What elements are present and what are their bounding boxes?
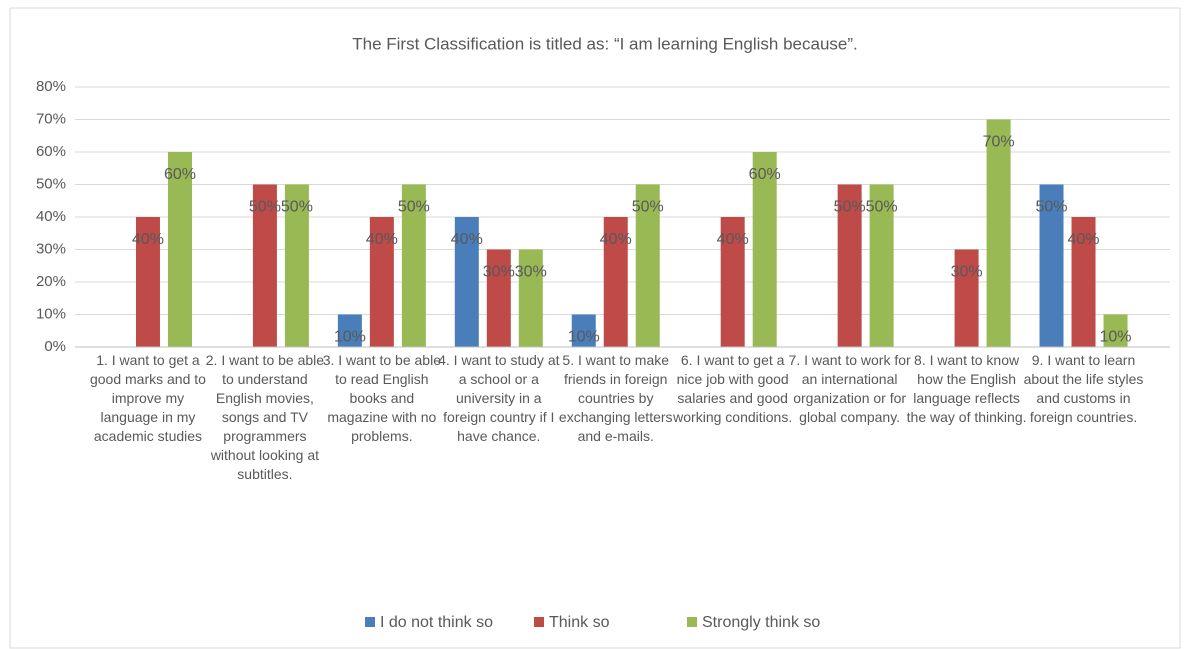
data-label: 50%	[866, 199, 898, 216]
x-tick-label: 4. I want to study at a school or a univ…	[438, 352, 560, 444]
bar	[252, 184, 277, 347]
data-label: 30%	[483, 264, 515, 281]
data-label: 10%	[334, 329, 366, 346]
x-tick-label-box: 5. I want to make friends in foreign cou…	[558, 352, 673, 444]
y-tick-label: 40%	[36, 208, 66, 225]
x-tick-label: 8. I want to know how the English langua…	[906, 352, 1027, 425]
y-tick-label: 0%	[44, 338, 66, 355]
data-label: 60%	[749, 166, 781, 183]
bar	[635, 184, 660, 347]
bar	[1103, 314, 1128, 347]
data-label: 40%	[132, 231, 164, 248]
data-label: 10%	[568, 329, 600, 346]
bar	[1071, 217, 1096, 347]
x-tick-label-box: 6. I want to get a nice job with good sa…	[673, 352, 793, 425]
bar	[720, 217, 745, 347]
bar	[337, 314, 362, 347]
data-label: 40%	[717, 231, 749, 248]
bar	[571, 314, 596, 347]
bar	[486, 249, 511, 347]
bar	[454, 217, 479, 347]
legend-swatch	[687, 617, 697, 627]
x-tick-label: 1. I want to get a good marks and to imp…	[89, 352, 206, 444]
legend-label: Strongly think so	[702, 614, 820, 631]
x-tick-label-box: 7. I want to work for an international o…	[788, 352, 911, 425]
x-tick-label: 6. I want to get a nice job with good sa…	[673, 352, 793, 425]
x-tick-label-box: 1. I want to get a good marks and to imp…	[89, 352, 206, 444]
x-tick-label: 9. I want to learn about the life styles…	[1023, 352, 1144, 425]
legend-label: Think so	[549, 614, 610, 631]
data-label: 50%	[1036, 199, 1068, 216]
data-label: 40%	[600, 231, 632, 248]
y-tick-label: 10%	[36, 305, 66, 322]
y-tick-label: 70%	[36, 110, 66, 127]
data-label: 50%	[632, 199, 664, 216]
bar	[986, 119, 1011, 347]
x-tick-label: 5. I want to make friends in foreign cou…	[558, 352, 673, 444]
y-tick-label: 50%	[36, 175, 66, 192]
x-tick-label-box: 4. I want to study at a school or a univ…	[438, 352, 560, 444]
bar	[1039, 184, 1064, 347]
bar	[401, 184, 426, 347]
x-tick-label-box: 3. I want to be able to read English boo…	[322, 352, 441, 444]
data-label: 60%	[164, 166, 196, 183]
bar	[284, 184, 309, 347]
y-tick-label: 30%	[36, 240, 66, 257]
bar	[603, 217, 628, 347]
data-label: 40%	[1068, 231, 1100, 248]
bar	[518, 249, 543, 347]
data-label: 50%	[281, 199, 313, 216]
x-tick-label-box: 8. I want to know how the English langua…	[906, 352, 1027, 425]
y-tick-label: 80%	[36, 78, 66, 95]
bar	[167, 152, 192, 347]
data-label: 30%	[515, 264, 547, 281]
data-label: 30%	[951, 264, 983, 281]
bar	[869, 184, 894, 347]
data-label: 50%	[398, 199, 430, 216]
bar	[954, 249, 979, 347]
data-label: 70%	[983, 134, 1015, 151]
data-label: 10%	[1100, 329, 1132, 346]
bar	[752, 152, 777, 347]
data-label: 40%	[366, 231, 398, 248]
data-label: 50%	[249, 199, 281, 216]
y-tick-label: 20%	[36, 273, 66, 290]
y-tick-label: 60%	[36, 143, 66, 160]
x-tick-label-box: 2. I want to be able to understand Engli…	[205, 352, 325, 482]
legend-swatch	[365, 617, 375, 627]
data-label: 40%	[451, 231, 483, 248]
legend-swatch	[534, 617, 544, 627]
bar	[135, 217, 160, 347]
chart-title: The First Classification is titled as: “…	[352, 34, 857, 53]
legend-label: I do not think so	[380, 614, 493, 631]
x-tick-label-box: 9. I want to learn about the life styles…	[1023, 352, 1144, 425]
bar	[837, 184, 862, 347]
data-label: 50%	[834, 199, 866, 216]
x-tick-label: 3. I want to be able to read English boo…	[322, 352, 441, 444]
bar	[369, 217, 394, 347]
x-tick-label: 7. I want to work for an international o…	[788, 352, 911, 425]
x-tick-label: 2. I want to be able to understand Engli…	[205, 352, 325, 482]
